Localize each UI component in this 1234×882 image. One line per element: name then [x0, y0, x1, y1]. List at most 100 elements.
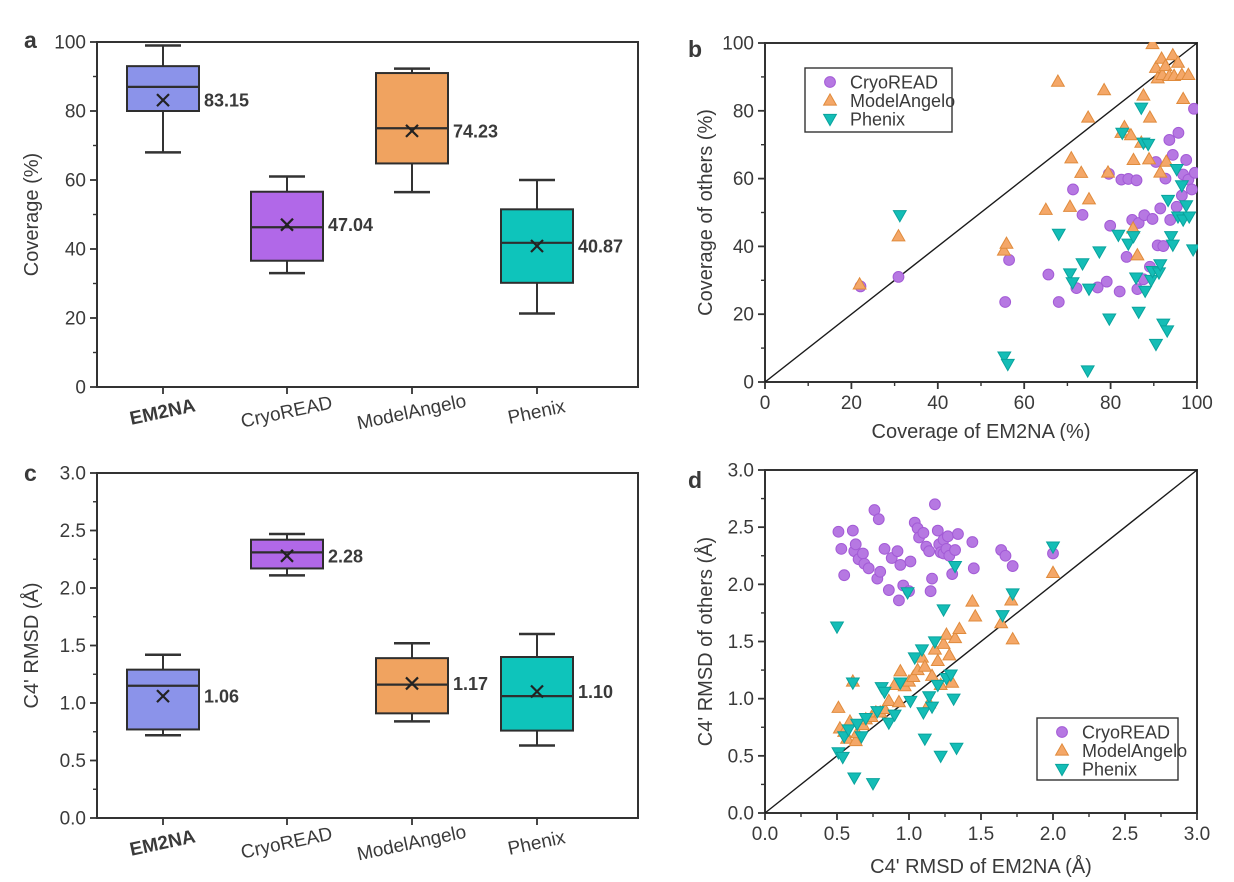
CryoREAD-point: [1185, 183, 1198, 196]
mean-value-label: 1.17: [453, 674, 488, 694]
mean-marker: [156, 689, 170, 703]
category-label: CryoREAD: [239, 393, 334, 433]
ModelAngelo-point: [996, 242, 1012, 256]
chart-a: a Coverage (%) 0 20 40 60 80 100 83.15 EM2NA 47.04…: [21, 27, 639, 435]
Phenix-point: [933, 750, 948, 764]
Phenix-point: [1080, 365, 1095, 379]
CryoREAD-point: [1113, 285, 1126, 298]
x-tick-label: 0.0: [752, 824, 778, 845]
CryoREAD-point: [924, 585, 937, 598]
legend-marker-CryoREAD: [1056, 726, 1068, 738]
category-label: ModelAngelo: [355, 391, 468, 435]
x-tick-label: 0.5: [824, 824, 850, 845]
CryoREAD-point: [1067, 183, 1079, 196]
CryoREAD-point: [891, 545, 904, 558]
legend-marker-CryoREAD: [824, 76, 836, 88]
ModelAngelo-point: [1142, 109, 1158, 123]
mean-value-label: 2.28: [328, 546, 363, 566]
Phenix-point: [1178, 200, 1194, 213]
CryoREAD-point: [967, 562, 980, 575]
legend-label: Phenix: [850, 110, 905, 130]
panel-letter: d: [688, 467, 702, 493]
y-tick-label: 3.0: [60, 464, 86, 485]
x-tick-label: 1.0: [896, 824, 922, 845]
mean-value-label: 1.06: [204, 687, 239, 707]
box-iqr: [500, 208, 574, 284]
CryoREAD-point: [838, 569, 851, 582]
ModelAngelo-point: [1081, 191, 1097, 205]
legend-label: CryoREAD: [850, 73, 938, 93]
CryoREAD-point: [872, 513, 885, 526]
Phenix-point: [943, 669, 959, 683]
y-tick-label: 40: [733, 237, 754, 258]
chart-b: b Coverage of others (%) 0 20 40 60 80 100 0 20 40…: [688, 34, 1213, 444]
Phenix-point: [1148, 338, 1164, 352]
ModelAngelo-point: [891, 228, 906, 242]
ModelAngelo-point: [1158, 58, 1173, 72]
x-tick-label: 20: [841, 393, 862, 414]
y-axis-label: Coverage of others (%): [695, 109, 717, 316]
CryoREAD-point: [1188, 166, 1198, 179]
mean-value-label: 40.87: [578, 236, 623, 256]
category-label: EM2NA: [128, 395, 198, 429]
CryoREAD-point: [949, 544, 961, 556]
mean-value-label: 83.15: [204, 91, 249, 111]
box-Phenix: [500, 632, 574, 747]
Phenix-point: [881, 717, 897, 731]
Phenix-point: [1065, 277, 1080, 290]
category-label: Phenix: [506, 827, 568, 860]
y-axis-label: C4' RMSD (Å): [20, 582, 43, 708]
box-Phenix: [500, 178, 574, 315]
ModelAngelo-point: [852, 276, 867, 290]
ModelAngelo-point: [965, 593, 980, 607]
CryoREAD-point: [926, 572, 938, 585]
y-tick-label: 0.5: [728, 746, 754, 767]
ModelAngelo-point: [1045, 565, 1061, 578]
panel-letter: c: [24, 460, 37, 486]
Phenix-point: [1185, 244, 1198, 258]
CryoREAD-point: [1180, 154, 1193, 166]
Phenix-point: [907, 652, 923, 666]
CryoREAD-point: [857, 547, 869, 560]
ModelAngelo-point: [1175, 91, 1191, 105]
Phenix-point: [1134, 102, 1149, 116]
CryoREAD-point: [1052, 296, 1065, 308]
CryoREAD-point: [1042, 268, 1055, 281]
category-label: ModelAngelo: [355, 822, 468, 866]
Phenix-point: [1163, 231, 1179, 244]
CryoREAD-point: [929, 498, 941, 511]
scatter-points: [852, 42, 1198, 379]
box-iqr: [375, 657, 449, 715]
Phenix-point: [946, 693, 961, 707]
CryoREAD-point: [835, 542, 848, 555]
legend-marker-ModelAngelo: [822, 92, 838, 106]
Phenix-point: [924, 701, 940, 715]
panel-letter: b: [688, 36, 702, 62]
y-tick-label: 60: [733, 169, 754, 190]
y-tick-label: 0.5: [60, 751, 86, 772]
box-ModelAngelo: [375, 641, 449, 723]
ModelAngelo-point: [881, 693, 897, 707]
CryoREAD-point: [1076, 208, 1089, 221]
legend-label: CryoREAD: [1082, 723, 1170, 743]
ModelAngelo-point: [1141, 151, 1157, 165]
CryoREAD-point: [832, 525, 845, 538]
y-tick-label: 100: [722, 34, 754, 55]
box-iqr: [500, 656, 574, 732]
y-tick-label: 2.5: [60, 521, 86, 542]
Phenix-point: [1174, 180, 1190, 193]
ModelAngelo-point: [893, 663, 908, 677]
CryoREAD-point: [923, 545, 936, 558]
ModelAngelo-point: [1126, 152, 1141, 166]
Phenix-point: [1169, 164, 1184, 177]
ModelAngelo-point: [999, 236, 1014, 249]
legend-label: ModelAngelo: [850, 91, 955, 111]
y-tick-label: 80: [65, 102, 86, 123]
mean-marker: [405, 676, 419, 691]
ModelAngelo-point: [1159, 154, 1174, 167]
y-tick-label: 1.0: [728, 689, 754, 710]
panel-b-scatter-coverage: b Coverage of others (%) 0 20 40 60 80 100 0 20 40…: [660, 0, 1234, 446]
legend-label: ModelAngelo: [1082, 741, 1187, 761]
CryoREAD-point: [1100, 275, 1113, 288]
